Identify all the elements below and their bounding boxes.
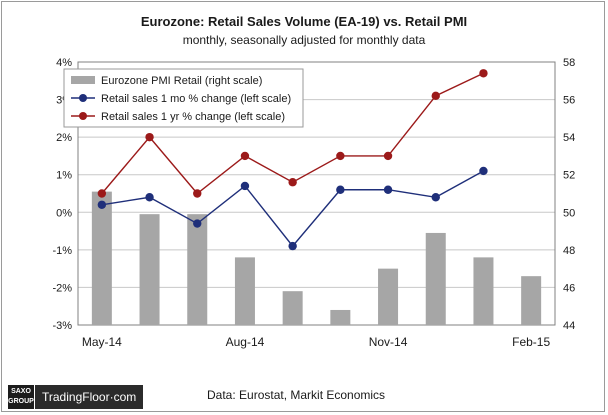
mo-change-point (383, 185, 393, 194)
yr-change-point (193, 189, 202, 198)
legend-label: Eurozone PMI Retail (right scale) (101, 75, 262, 87)
pmi-bar (378, 268, 399, 325)
saxo-logo-top: SAXO (11, 388, 31, 395)
x-axis-tick-label: Nov-14 (369, 335, 408, 349)
pmi-bar (91, 191, 112, 325)
plot-area (77, 61, 556, 326)
pmi-bar (473, 257, 494, 325)
right-axis-tick-label: 54 (563, 132, 575, 144)
saxo-logo-bottom: GROUP (8, 398, 34, 405)
right-axis-tick-label: 56 (563, 95, 575, 107)
pmi-bar (282, 291, 303, 325)
yr-change-point (383, 151, 393, 161)
legend-swatch-marker (79, 112, 87, 120)
left-axis-tick-label: 2% (56, 132, 72, 144)
yr-change-point (145, 132, 154, 142)
legend-box (63, 68, 304, 128)
mo-change-point (479, 166, 488, 176)
yr-change-point (479, 69, 488, 78)
mo-change-point (193, 219, 202, 228)
source-note: Data: Eurostat, Markit Economics (207, 388, 386, 402)
left-axis-tick-label: 4% (56, 57, 72, 69)
pmi-bar (187, 214, 208, 325)
mo-change-point (145, 193, 154, 202)
saxo-logo: SAXO GROUP (8, 385, 34, 409)
pmi-bar (425, 232, 446, 325)
yr-change-point (288, 178, 297, 187)
brand-logo[interactable]: SAXO GROUP TradingFloor·com (8, 385, 144, 409)
legend-label: Retail sales 1 mo % change (left scale) (101, 93, 291, 105)
right-axis-tick-label: 48 (563, 245, 575, 257)
yr-change-point (336, 151, 345, 161)
right-axis-tick-label: 50 (563, 207, 575, 219)
x-axis-tick-label: May-14 (82, 335, 122, 349)
yr-change-point (240, 151, 250, 161)
legend-swatch-marker (79, 94, 87, 102)
pmi-bar (521, 276, 542, 325)
yr-change-point (97, 189, 107, 198)
pmi-bar (139, 214, 160, 325)
tradingfloor-logo: TradingFloor·com (35, 385, 144, 409)
legend-swatch-pmi (71, 76, 95, 84)
mo-change-point (288, 241, 297, 251)
yr-change-point (431, 91, 440, 101)
left-axis-tick-label: -1% (52, 245, 72, 257)
mo-change-point (97, 200, 107, 209)
mo-change-point (240, 181, 250, 191)
right-axis-tick-label: 58 (563, 57, 575, 69)
left-axis-tick-label: 0% (56, 207, 72, 219)
left-axis-tick-label: -2% (52, 282, 72, 294)
right-axis-tick-label: 44 (563, 320, 575, 332)
mo-change-point (431, 193, 440, 202)
chart-subtitle: monthly, seasonally adjusted for monthly… (183, 33, 426, 47)
legend-label: Retail sales 1 yr % change (left scale) (101, 111, 285, 123)
chart-title: Eurozone: Retail Sales Volume (EA-19) vs… (141, 14, 467, 29)
pmi-bar (234, 257, 255, 325)
right-axis-tick-label: 46 (563, 282, 575, 294)
left-axis-tick-label: -3% (52, 320, 72, 332)
x-axis-tick-label: Feb-15 (512, 335, 550, 349)
right-axis-tick-label: 52 (563, 170, 575, 182)
left-axis-tick-label: 1% (56, 170, 72, 182)
pmi-bar (330, 309, 351, 325)
mo-change-point (336, 185, 345, 194)
x-axis-tick-label: Aug-14 (226, 335, 265, 349)
